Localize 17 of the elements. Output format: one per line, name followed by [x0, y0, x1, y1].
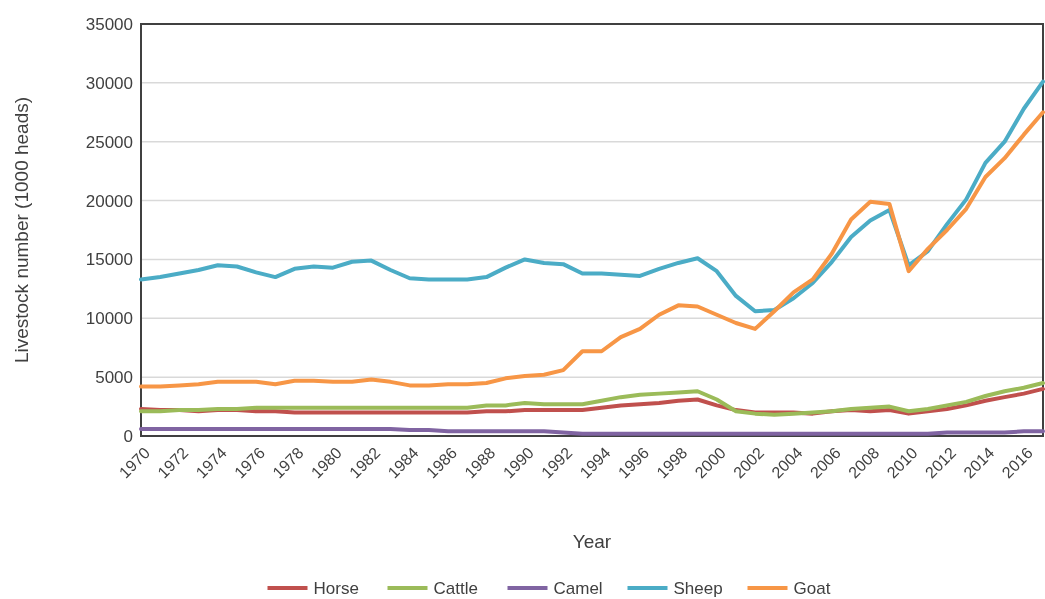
line-series	[139, 79, 1045, 314]
y-tick-label: 30000	[85, 73, 133, 93]
x-axis-title: Year	[572, 531, 612, 552]
legend-label: Cattle	[433, 578, 478, 598]
legend-label: Goat	[793, 578, 831, 598]
y-tick-label: 0	[123, 426, 133, 446]
y-tick-label: 15000	[85, 250, 133, 270]
y-tick-label: 5000	[95, 368, 133, 388]
y-tick-label: 20000	[85, 191, 133, 211]
y-tick-label: 10000	[85, 309, 133, 329]
legend-label: Camel	[553, 578, 603, 598]
y-axis-title: Livestock number (1000 heads)	[11, 96, 32, 364]
legend-label: Horse	[313, 578, 359, 598]
legend-label: Sheep	[673, 578, 723, 598]
line-series	[139, 110, 1045, 389]
y-tick-label: 25000	[85, 132, 133, 152]
y-tick-label: 35000	[85, 14, 133, 34]
